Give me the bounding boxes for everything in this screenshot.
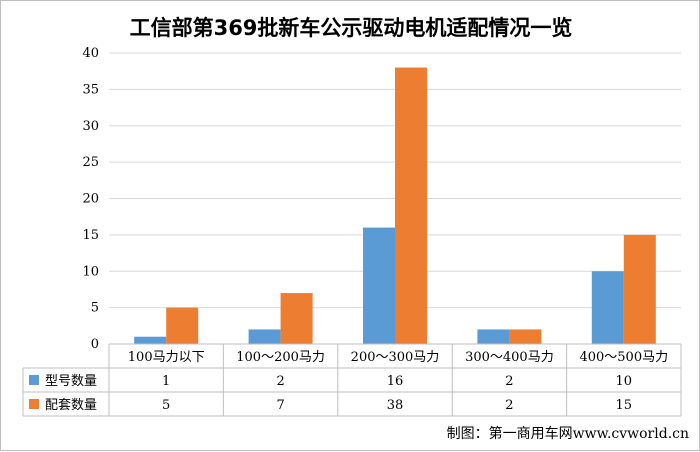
bar-model-count	[363, 227, 395, 344]
y-tick-label: 25	[82, 155, 99, 170]
table-cell-value: 1	[162, 374, 170, 389]
table-cell-value: 5	[162, 398, 170, 413]
table-cell-value: 2	[276, 374, 284, 389]
bars	[134, 67, 656, 345]
y-tick-label: 5	[91, 301, 99, 316]
x-category-label: 300～400马力	[465, 350, 554, 365]
legend-label: 型号数量	[45, 374, 97, 389]
chart-title: 工信部第369批新车公示驱动电机适配情况一览	[130, 16, 573, 40]
bar-supply-count	[280, 293, 313, 344]
legend-key	[29, 399, 39, 409]
table-cell-value: 2	[505, 374, 513, 389]
x-category-label: 100～200马力	[236, 350, 325, 365]
table-cell-value: 7	[276, 398, 284, 413]
x-category-label: 100马力以下	[128, 350, 205, 365]
table-cell-value: 2	[505, 398, 513, 413]
bar-model-count	[134, 336, 167, 344]
legend-label: 配套数量	[45, 397, 97, 413]
table-cell-value: 16	[387, 374, 404, 389]
bar-supply-count	[623, 234, 656, 344]
y-tick-label: 15	[82, 228, 99, 243]
bar-supply-count	[509, 329, 542, 344]
x-category-label: 200～300马力	[351, 350, 440, 365]
bar-supply-count	[395, 67, 427, 345]
y-tick-label: 40	[82, 46, 99, 61]
data-table: 100马力以下 100～200马力 200～300马力 300～400马力 400～50…	[22, 343, 682, 417]
bar-supply-count	[166, 307, 199, 344]
bar-model-count	[477, 329, 510, 344]
bar-model-count	[248, 329, 281, 344]
table-cell-value: 38	[387, 398, 404, 413]
x-category-label: 400～500马力	[579, 350, 668, 365]
y-tick-label: 0	[91, 337, 99, 352]
y-axis: 0 5 10 15 20 25 30 35 40	[82, 46, 99, 352]
y-tick-label: 10	[82, 264, 99, 279]
table-cell-value: 15	[616, 398, 633, 413]
table-cell-value: 10	[616, 374, 633, 389]
bar-model-count	[591, 271, 624, 344]
legend-key	[29, 375, 39, 385]
y-tick-label: 30	[82, 119, 99, 134]
y-tick-label: 35	[82, 82, 99, 97]
y-tick-label: 20	[82, 192, 99, 207]
credit-text: 制图：第一商用车网www.cvworld.cn	[447, 425, 689, 442]
